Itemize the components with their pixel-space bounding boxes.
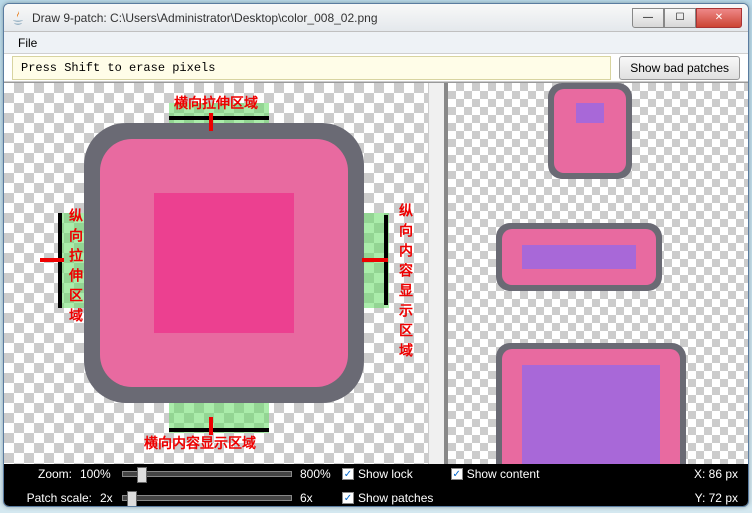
- hint-bar: Press Shift to erase pixels Show bad pat…: [4, 54, 748, 82]
- show-bad-patches-button[interactable]: Show bad patches: [619, 56, 740, 80]
- app-window: Draw 9-patch: C:\Users\Administrator\Des…: [3, 3, 749, 507]
- checkbox-icon: ✓: [342, 492, 354, 504]
- arrow-icon: [362, 258, 388, 262]
- slider-thumb[interactable]: [127, 491, 137, 507]
- annotation-top: 横向拉伸区域: [174, 93, 258, 113]
- patch-scale-slider[interactable]: [122, 495, 292, 501]
- menu-file[interactable]: File: [12, 34, 43, 52]
- window-title: Draw 9-patch: C:\Users\Administrator\Des…: [32, 11, 632, 25]
- sprite-image: [84, 123, 364, 403]
- arrow-icon: [209, 113, 213, 131]
- patch-scale-max: 6x: [300, 491, 334, 505]
- preview-large: [496, 343, 686, 464]
- scrollbar-vertical[interactable]: [428, 83, 444, 464]
- show-patches-checkbox[interactable]: ✓Show patches: [342, 491, 433, 505]
- arrow-icon: [40, 258, 64, 262]
- preview-wide: [496, 223, 662, 291]
- annotation-left: 纵向拉伸区域: [66, 208, 86, 328]
- arrow-icon: [209, 417, 213, 435]
- minimize-button[interactable]: —: [632, 8, 664, 28]
- y-coordinate: Y: 72 px: [668, 491, 738, 505]
- preview-small: [548, 83, 632, 179]
- hint-text: Press Shift to erase pixels: [12, 56, 611, 80]
- sprite-inner: [154, 193, 294, 333]
- zoom-slider[interactable]: [122, 471, 292, 477]
- patch-scale-label: Patch scale:: [14, 491, 92, 505]
- status-bar: Zoom: 100% 800% ✓Show lock ✓Show content…: [4, 464, 748, 506]
- annotation-bottom: 横向内容显示区域: [144, 433, 256, 453]
- zoom-max: 800%: [300, 467, 334, 481]
- maximize-button[interactable]: ☐: [664, 8, 696, 28]
- preview-pane: [444, 83, 748, 464]
- checkbox-icon: ✓: [342, 468, 354, 480]
- annotation-right: 纵向内容显示区域: [396, 203, 416, 363]
- titlebar[interactable]: Draw 9-patch: C:\Users\Administrator\Des…: [4, 4, 748, 32]
- close-button[interactable]: ✕: [696, 8, 742, 28]
- nine-patch-marker-top[interactable]: [169, 116, 269, 120]
- java-icon: [10, 10, 26, 26]
- slider-thumb[interactable]: [137, 467, 147, 483]
- window-controls: — ☐ ✕: [632, 8, 742, 28]
- x-coordinate: X: 86 px: [668, 467, 738, 481]
- checkbox-icon: ✓: [451, 468, 463, 480]
- patch-scale-value: 2x: [100, 491, 114, 505]
- nine-patch-marker-bottom[interactable]: [169, 428, 269, 432]
- menubar: File: [4, 32, 748, 54]
- show-content-checkbox[interactable]: ✓Show content: [451, 467, 540, 481]
- show-lock-checkbox[interactable]: ✓Show lock: [342, 467, 413, 481]
- zoom-value: 100%: [80, 467, 114, 481]
- editor-pane[interactable]: 横向拉伸区域 横向内容显示区域 纵向拉伸区域 纵向内容显示区域: [4, 83, 444, 464]
- zoom-label: Zoom:: [14, 467, 72, 481]
- work-area: 横向拉伸区域 横向内容显示区域 纵向拉伸区域 纵向内容显示区域: [4, 82, 748, 464]
